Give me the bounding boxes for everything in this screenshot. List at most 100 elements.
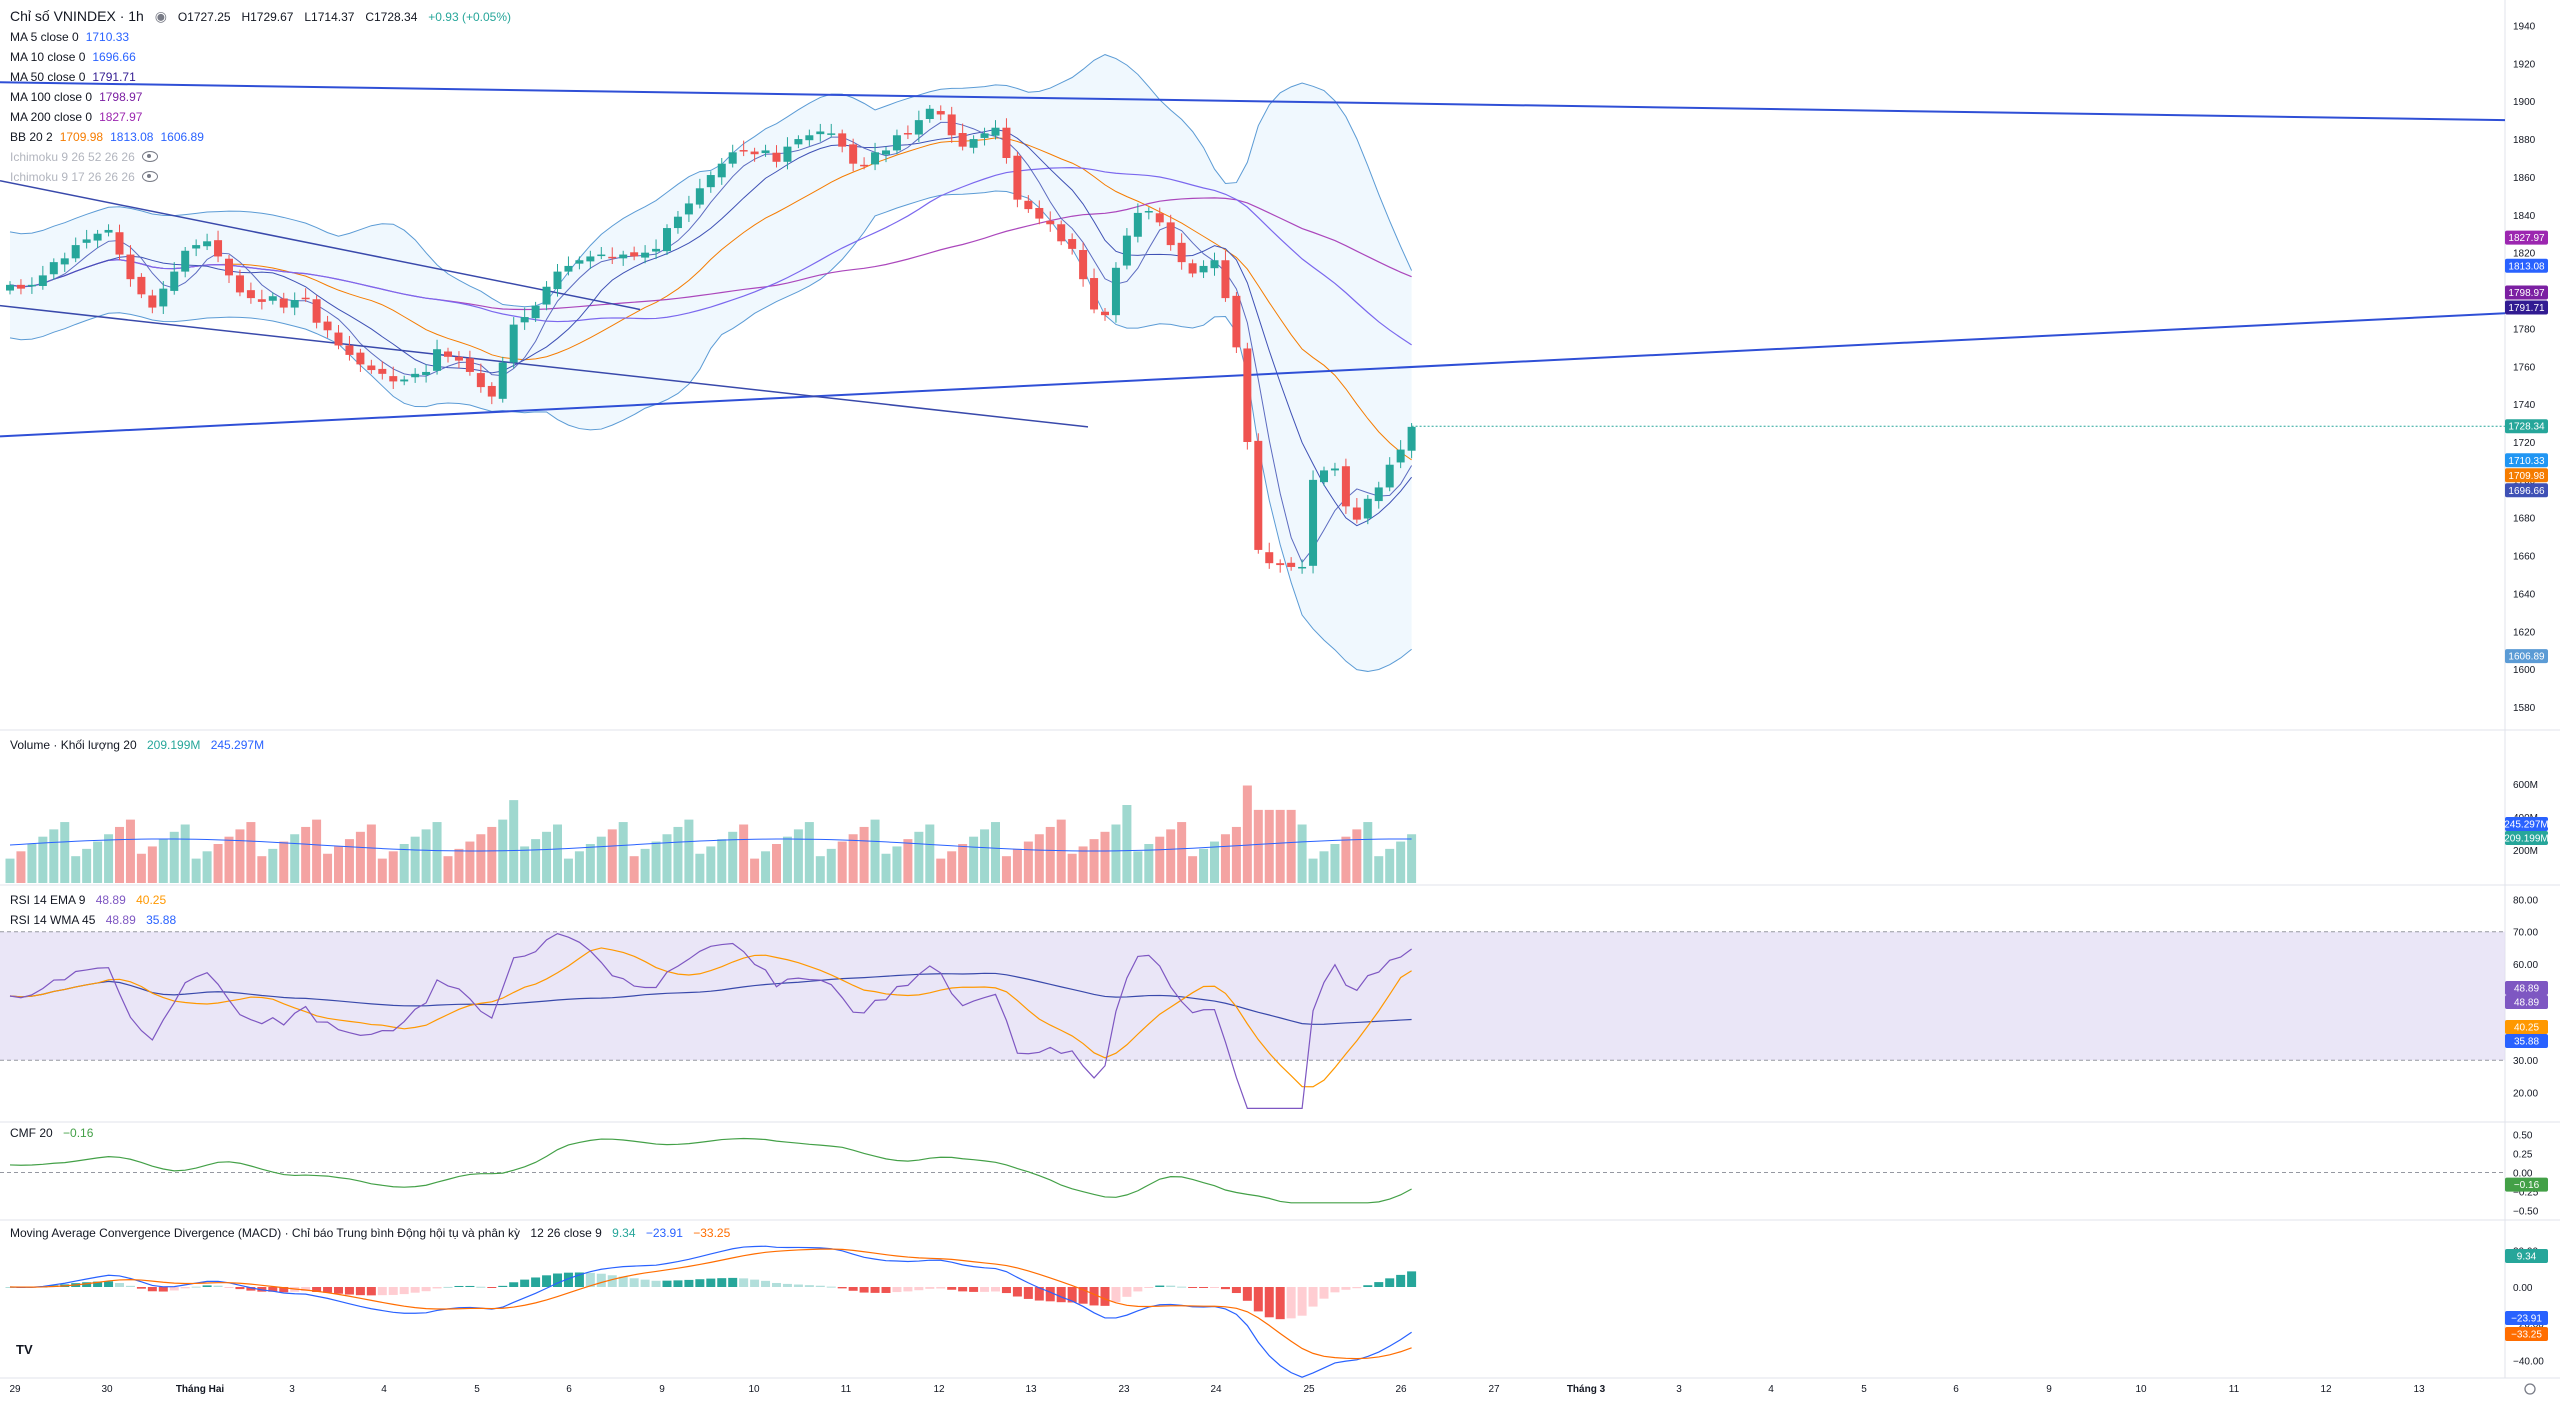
ma100-line xyxy=(9,167,1412,346)
legend-row[interactable]: MA 100 close 0 1798.97 xyxy=(10,90,149,104)
time-tick-label: 13 xyxy=(2413,1384,2425,1395)
candle-body xyxy=(663,228,671,252)
legend-row[interactable]: BB 20 2 1709.98 1813.08 1606.89 xyxy=(10,130,211,144)
volume-legend: Volume · Khối lượng 20 209.199M 245.297M xyxy=(10,738,271,752)
legend-row[interactable]: Ichimoku 9 17 26 26 26 xyxy=(10,170,165,184)
volume-bar xyxy=(202,851,212,883)
rsi-ema-value-1: 48.89 xyxy=(95,893,126,907)
macd-histogram-bar xyxy=(246,1287,256,1291)
macd-value-3: −33.25 xyxy=(693,1226,731,1240)
volume-bar xyxy=(772,844,781,883)
volume-bar xyxy=(432,822,442,883)
candle-body xyxy=(838,133,847,147)
volume-bar xyxy=(903,839,913,883)
volume-bar xyxy=(136,853,146,883)
macd-histogram-bar xyxy=(443,1286,453,1288)
volume-ma-line xyxy=(9,838,1412,852)
tradingview-logo-icon[interactable]: TV xyxy=(16,1342,33,1357)
macd-badge-label: −23.91 xyxy=(2511,1314,2542,1325)
volume-bar xyxy=(629,856,639,883)
volume-bar xyxy=(1100,831,1110,883)
candle-body xyxy=(1166,222,1175,246)
rsi-badge xyxy=(2505,995,2548,1009)
volume-bar xyxy=(1275,809,1285,883)
macd-histogram-bar xyxy=(334,1287,343,1294)
legend-row[interactable]: MA 10 close 0 1696.66 xyxy=(10,50,143,64)
price-tick-label: 1920 xyxy=(2513,59,2536,70)
cmf-tick-label: −0.50 xyxy=(2513,1206,2539,1217)
volume-badge xyxy=(2505,831,2548,845)
price-badge xyxy=(2505,483,2548,498)
volume-bar xyxy=(443,856,453,883)
macd-histogram-bar xyxy=(1001,1287,1011,1294)
time-tick-label: 25 xyxy=(1303,1384,1315,1395)
legend-row[interactable]: MA 200 close 0 1827.97 xyxy=(10,110,149,124)
macd-histogram-bar xyxy=(728,1277,738,1287)
volume-bar xyxy=(1067,853,1077,883)
volume-bar xyxy=(1199,848,1209,883)
candle-body xyxy=(520,317,529,323)
macd-histogram-bar xyxy=(542,1275,552,1287)
volume-bar xyxy=(761,851,771,883)
legend-value: 1827.97 xyxy=(99,110,143,124)
macd-histogram-bar xyxy=(147,1287,157,1292)
macd-histogram-bar xyxy=(1144,1287,1154,1288)
legend-label: Ichimoku 9 26 52 26 26 xyxy=(10,150,135,164)
candle-body xyxy=(608,256,617,259)
volume-bar xyxy=(1264,809,1274,883)
volume-bar xyxy=(1023,841,1033,883)
legend-row[interactable]: MA 5 close 0 1710.33 xyxy=(10,30,136,44)
macd-histogram-bar xyxy=(268,1287,278,1292)
volume-bar xyxy=(914,831,924,883)
candle-body xyxy=(465,358,474,372)
price-badge-label: 1710.33 xyxy=(2508,456,2545,467)
volume-bar xyxy=(246,822,256,883)
time-tick-label: 11 xyxy=(2229,1384,2240,1395)
macd-histogram-bar xyxy=(629,1278,639,1287)
candle-body xyxy=(126,254,135,280)
visibility-eye-icon[interactable] xyxy=(141,171,158,182)
macd-label: Moving Average Convergence Divergence (M… xyxy=(10,1226,521,1240)
macd-badge-label: −33.25 xyxy=(2511,1330,2542,1341)
candle-body xyxy=(38,275,47,286)
volume-bar xyxy=(859,826,869,883)
macd-histogram-bar xyxy=(958,1287,968,1292)
time-tick-label: 9 xyxy=(659,1384,665,1395)
macd-histogram-bar xyxy=(202,1285,212,1287)
candle-body xyxy=(411,373,420,378)
candle-body xyxy=(1133,212,1142,237)
macd-histogram-bar xyxy=(1023,1287,1033,1299)
rsi-ema-legend: RSI 14 EMA 9 48.89 40.25 xyxy=(10,893,173,907)
macd-histogram-bar xyxy=(1352,1287,1362,1289)
macd-histogram-bar xyxy=(1067,1287,1077,1303)
volume-bar xyxy=(1319,851,1329,883)
volume-bar xyxy=(1352,829,1362,883)
candle-body xyxy=(1013,155,1022,200)
macd-histogram-bar xyxy=(1012,1287,1022,1297)
candle-body xyxy=(1363,498,1372,519)
candle-body xyxy=(772,152,781,162)
volume-bar xyxy=(585,844,595,883)
time-tick-label: 10 xyxy=(748,1384,760,1395)
macd-histogram-bar xyxy=(1297,1287,1307,1316)
macd-histogram-bar xyxy=(1089,1287,1099,1306)
visibility-eye-icon[interactable] xyxy=(141,151,158,162)
legend-row[interactable]: MA 50 close 0 1791.71 xyxy=(10,70,143,84)
price-tick-label: 1580 xyxy=(2513,703,2536,714)
time-tick-label: 11 xyxy=(841,1384,852,1395)
time-tick-label: Tháng Hai xyxy=(176,1384,225,1395)
candle-body xyxy=(356,352,365,365)
volume-bar xyxy=(71,856,81,883)
rsi-wma-legend: RSI 14 WMA 45 48.89 35.88 xyxy=(10,913,183,927)
volume-bar xyxy=(563,858,573,883)
volume-bar xyxy=(1111,824,1121,883)
volume-bar xyxy=(388,851,398,883)
legend-row[interactable]: Ichimoku 9 26 52 26 26 xyxy=(10,150,165,164)
volume-bar xyxy=(553,824,562,883)
candle-body xyxy=(542,286,551,305)
candle-body xyxy=(257,299,266,302)
volume-value-2: 245.297M xyxy=(210,738,265,752)
time-tick-label: 5 xyxy=(474,1384,480,1395)
rsi-badge-label: 48.89 xyxy=(2514,998,2539,1009)
